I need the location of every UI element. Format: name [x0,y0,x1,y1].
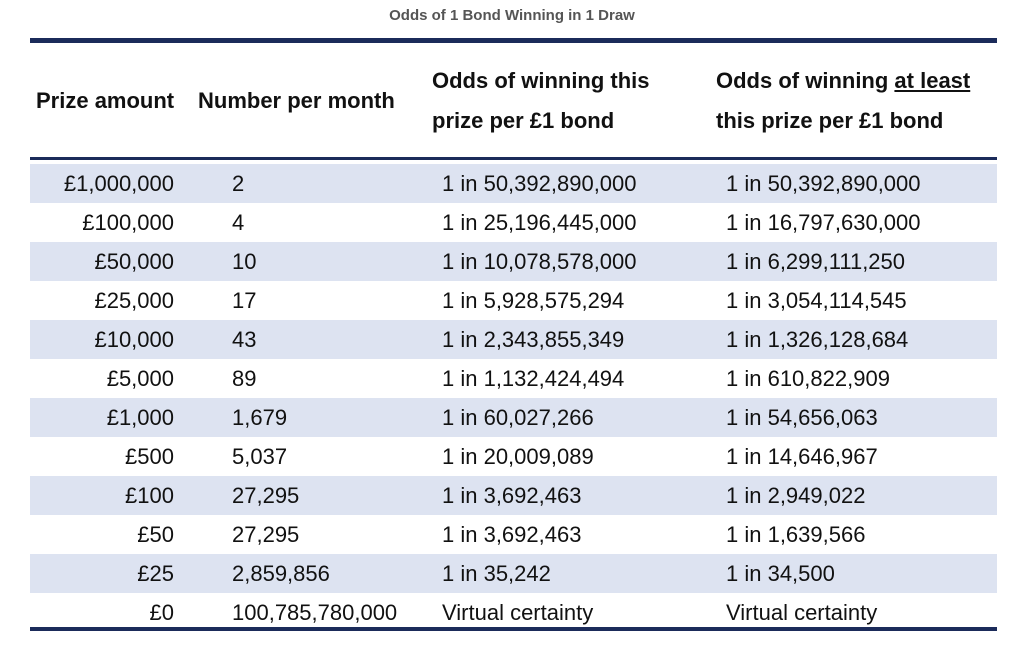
cell-number: 27,295 [232,483,300,508]
bottom-rule [30,627,997,631]
cell-prize: £25 [137,561,174,586]
cell-number: 2,859,856 [232,561,330,586]
header-prize-amount-label: Prize amount [36,87,175,113]
table-row: £25,000 17 1 in 5,928,575,294 1 in 3,054… [30,281,997,320]
cell-prize: £500 [125,444,174,469]
table-row: £1,000 1,679 1 in 60,027,266 1 in 54,656… [30,398,997,437]
table-body: £1,000,000 2 1 in 50,392,890,000 1 in 50… [30,164,997,632]
cell-prize: £100,000 [82,210,174,235]
cell-odds-at-least: 1 in 16,797,630,000 [726,210,921,235]
cell-odds-at-least: 1 in 610,822,909 [726,366,890,391]
table-row: £100 27,295 1 in 3,692,463 1 in 2,949,02… [30,476,997,515]
table-row: £25 2,859,856 1 in 35,242 1 in 34,500 [30,554,997,593]
cell-odds-at-least: 1 in 1,326,128,684 [726,327,909,352]
table-header: Prize amount Number per month Odds of wi… [30,44,997,157]
cell-odds-at-least: 1 in 1,639,566 [726,522,866,547]
table-row: £1,000,000 2 1 in 50,392,890,000 1 in 50… [30,164,997,203]
cell-number: 43 [232,327,257,352]
header-odds-this-line2: prize per £1 bond [432,107,615,133]
cell-prize: £100 [125,483,174,508]
cell-prize: £25,000 [94,288,174,313]
cell-odds-at-least: 1 in 3,054,114,545 [726,288,907,313]
cell-odds: 1 in 3,692,463 [442,483,582,508]
cell-odds-at-least: 1 in 54,656,063 [726,405,878,430]
cell-odds: 1 in 5,928,575,294 [442,288,625,313]
cell-number: 1,679 [232,405,288,430]
cell-number: 2 [232,171,245,196]
table-row: £0 100,785,780,000 Virtual certainty Vir… [30,593,997,632]
cell-prize: £1,000,000 [63,171,174,196]
header-odds-this-line1: Odds of winning this [432,67,650,93]
header-prize-amount: Prize amount [36,44,194,157]
table-row: £500 5,037 1 in 20,009,089 1 in 14,646,9… [30,437,997,476]
cell-odds-at-least: 1 in 14,646,967 [726,444,878,469]
cell-odds: 1 in 50,392,890,000 [442,171,637,196]
cell-odds: 1 in 2,343,855,349 [442,327,625,352]
cell-odds: 1 in 60,027,266 [442,405,594,430]
cell-prize: £1,000 [106,405,174,430]
cell-number: 5,037 [232,444,288,469]
cell-odds: 1 in 25,196,445,000 [442,210,637,235]
table-row: £50,000 10 1 in 10,078,578,000 1 in 6,29… [30,242,997,281]
cell-odds-at-least: 1 in 34,500 [726,561,835,586]
cell-odds: 1 in 20,009,089 [442,444,594,469]
top-rule [30,38,997,43]
cell-number: 10 [232,249,257,274]
cell-odds-at-least: 1 in 50,392,890,000 [726,171,921,196]
header-odds-at-least-line1: Odds of winning at least [716,61,970,101]
cell-prize: £10,000 [94,327,174,352]
header-odds-at-least: Odds of winning at least this prize per … [716,44,997,157]
cell-odds: Virtual certainty [442,600,594,625]
cell-prize: £50,000 [94,249,174,274]
cell-odds-at-least: 1 in 6,299,111,250 [726,249,906,274]
table-title: Odds of 1 Bond Winning in 1 Draw [389,7,635,24]
header-odds-at-least-line2: this prize per £1 bond [716,107,944,133]
header-odds-this-prize: Odds of winning this prize per £1 bond [432,44,702,157]
table-row: £50 27,295 1 in 3,692,463 1 in 1,639,566 [30,515,997,554]
header-rule [30,157,997,160]
header-odds-at-least-prefix: Odds of winning [716,67,895,93]
cell-number: 4 [232,210,245,235]
header-odds-at-least-underlined: at least [894,67,971,93]
header-number-per-month: Number per month [198,44,428,157]
cell-odds: 1 in 1,132,424,494 [442,366,625,391]
cell-prize: £5,000 [106,366,174,391]
table-row: £10,000 43 1 in 2,343,855,349 1 in 1,326… [30,320,997,359]
table-row: £5,000 89 1 in 1,132,424,494 1 in 610,82… [30,359,997,398]
cell-odds: 1 in 35,242 [442,561,551,586]
cell-odds-at-least: Virtual certainty [726,600,878,625]
cell-prize: £0 [149,600,174,625]
cell-number: 100,785,780,000 [232,600,398,625]
table-row: £100,000 4 1 in 25,196,445,000 1 in 16,7… [30,203,997,242]
cell-prize: £50 [137,522,174,547]
cell-odds-at-least: 1 in 2,949,022 [726,483,866,508]
cell-odds: 1 in 10,078,578,000 [442,249,637,274]
cell-number: 27,295 [232,522,300,547]
cell-number: 17 [232,288,257,313]
cell-odds: 1 in 3,692,463 [442,522,582,547]
header-number-per-month-label: Number per month [198,87,395,113]
cell-number: 89 [232,366,257,391]
